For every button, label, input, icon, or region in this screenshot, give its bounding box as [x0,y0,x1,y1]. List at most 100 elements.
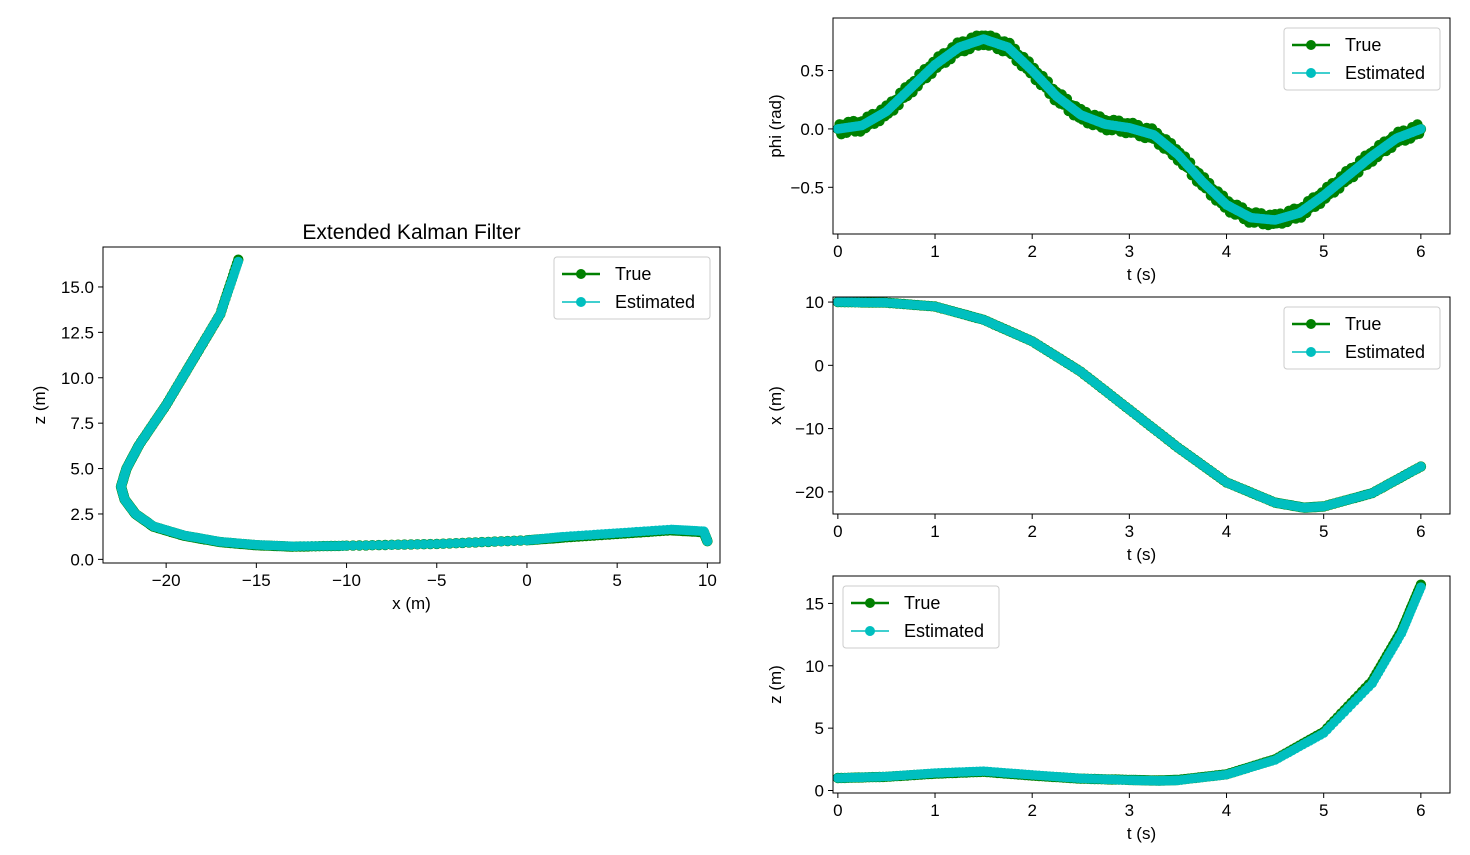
legend: True Estimated [553,256,711,320]
legend-label-true: True [1345,35,1381,55]
x-tick-label: 5 [1319,242,1328,261]
plot-area [833,30,1427,231]
x-tick-label: 4 [1222,522,1231,541]
legend-box [553,256,711,320]
y-tick-label: 10.0 [61,369,94,388]
y-tick-label: −0.5 [790,178,824,197]
series-estimated [833,297,1426,513]
data-point [233,256,244,267]
x-tick-label: −20 [152,571,181,590]
x-tick-label: 0 [833,522,842,541]
x-axis-label: t (s) [1127,824,1156,843]
x-tick-label: 1 [930,242,939,261]
legend-box [842,585,1000,649]
legend: True Estimated [1283,306,1441,370]
series-estimated [833,582,1426,786]
data-point [1416,461,1426,472]
x-tick-label: 5 [1319,522,1328,541]
series-estimated [116,256,713,552]
x-tick-label: 3 [1125,522,1134,541]
legend-label-true: True [1345,314,1381,334]
x-tick-label: 0 [833,801,842,820]
legend-marker-true [1306,40,1316,50]
chart-xz: −20 −15 −10 −5 0 5 10 0.0 2.5 5.0 7.5 10.0 12.5 15.0 x… [30,221,721,613]
chart-xt: 0 1 2 3 4 5 6 −20 −10 0 10 t (s) x (m) True Estimated [766,293,1451,564]
x-tick-label: 1 [930,522,939,541]
x-tick-label: 6 [1416,801,1425,820]
y-tick-label: 0 [815,782,824,801]
chart-phi: 0 1 2 3 4 5 6 −0.5 0.0 0.5 t (s) phi (rad) True Estim… [766,17,1451,284]
y-tick-label: 5 [815,719,824,738]
x-tick-label: −15 [242,571,271,590]
x-tick-label: 5 [1319,801,1328,820]
y-tick-label: 0.5 [800,62,824,81]
x-tick-label: 10 [698,571,717,590]
plot-area [833,579,1427,786]
y-axis-label: z (m) [30,386,49,425]
y-tick-label: 0.0 [70,550,94,569]
x-tick-label: 3 [1125,801,1134,820]
y-tick-label: 10 [805,293,824,312]
y-axis-label: z (m) [766,665,785,704]
legend-marker-estimated [1306,347,1316,357]
y-axis-label: phi (rad) [766,94,785,157]
x-tick-label: 6 [1416,522,1425,541]
legend-label-estimated: Estimated [1345,342,1425,362]
y-tick-label: 15.0 [61,278,94,297]
x-axis-label: t (s) [1127,265,1156,284]
x-tick-label: 4 [1222,242,1231,261]
chart-zt: 0 1 2 3 4 5 6 0 5 10 15 t (s) z (m) True Estimated [766,575,1451,843]
legend-label-true: True [904,593,940,613]
x-tick-label: 6 [1416,242,1425,261]
x-tick-label: 0 [522,571,531,590]
legend-label-true: True [615,264,651,284]
legend-label-estimated: Estimated [615,292,695,312]
legend: True Estimated [842,585,1000,649]
y-tick-label: 15 [805,594,824,613]
legend-marker-true [576,269,586,279]
legend-box [1283,27,1441,91]
y-tick-label: 12.5 [61,323,94,342]
data-point [1416,582,1426,592]
x-tick-label: −10 [332,571,361,590]
x-tick-label: 4 [1222,801,1231,820]
y-tick-label: −20 [795,483,824,502]
y-tick-label: 7.5 [70,414,94,433]
x-tick-label: 1 [930,801,939,820]
x-tick-label: 5 [612,571,621,590]
legend-marker-estimated [576,297,586,307]
x-axis-label: x (m) [392,594,431,613]
legend-marker-estimated [865,626,875,636]
y-tick-label: −10 [795,420,824,439]
x-tick-label: 0 [833,242,842,261]
x-axis-label: t (s) [1127,545,1156,564]
legend-box [1283,306,1441,370]
legend-label-estimated: Estimated [904,621,984,641]
legend: True Estimated [1283,27,1441,91]
series-estimated [833,34,1426,225]
y-tick-label: 2.5 [70,505,94,524]
plot-area [115,254,713,552]
y-tick-label: 0 [815,356,824,375]
x-tick-label: 3 [1125,242,1134,261]
y-tick-label: 0.0 [800,120,824,139]
data-point [1416,124,1426,134]
chart-title: Extended Kalman Filter [302,221,520,244]
x-tick-label: 2 [1027,801,1036,820]
x-tick-label: −5 [427,571,446,590]
axes-frame [832,17,1451,235]
legend-marker-true [865,598,875,608]
y-tick-label: 5.0 [70,460,94,479]
axes-frame [102,246,721,564]
legend-label-estimated: Estimated [1345,63,1425,83]
x-tick-label: 2 [1027,522,1036,541]
axes-frame [832,575,1451,794]
y-tick-label: 10 [805,657,824,676]
axes-frame [832,296,1451,515]
plot-area [833,297,1427,513]
x-tick-label: 2 [1027,242,1036,261]
legend-marker-true [1306,319,1316,329]
legend-marker-estimated [1306,68,1316,78]
y-axis-label: x (m) [766,386,785,425]
